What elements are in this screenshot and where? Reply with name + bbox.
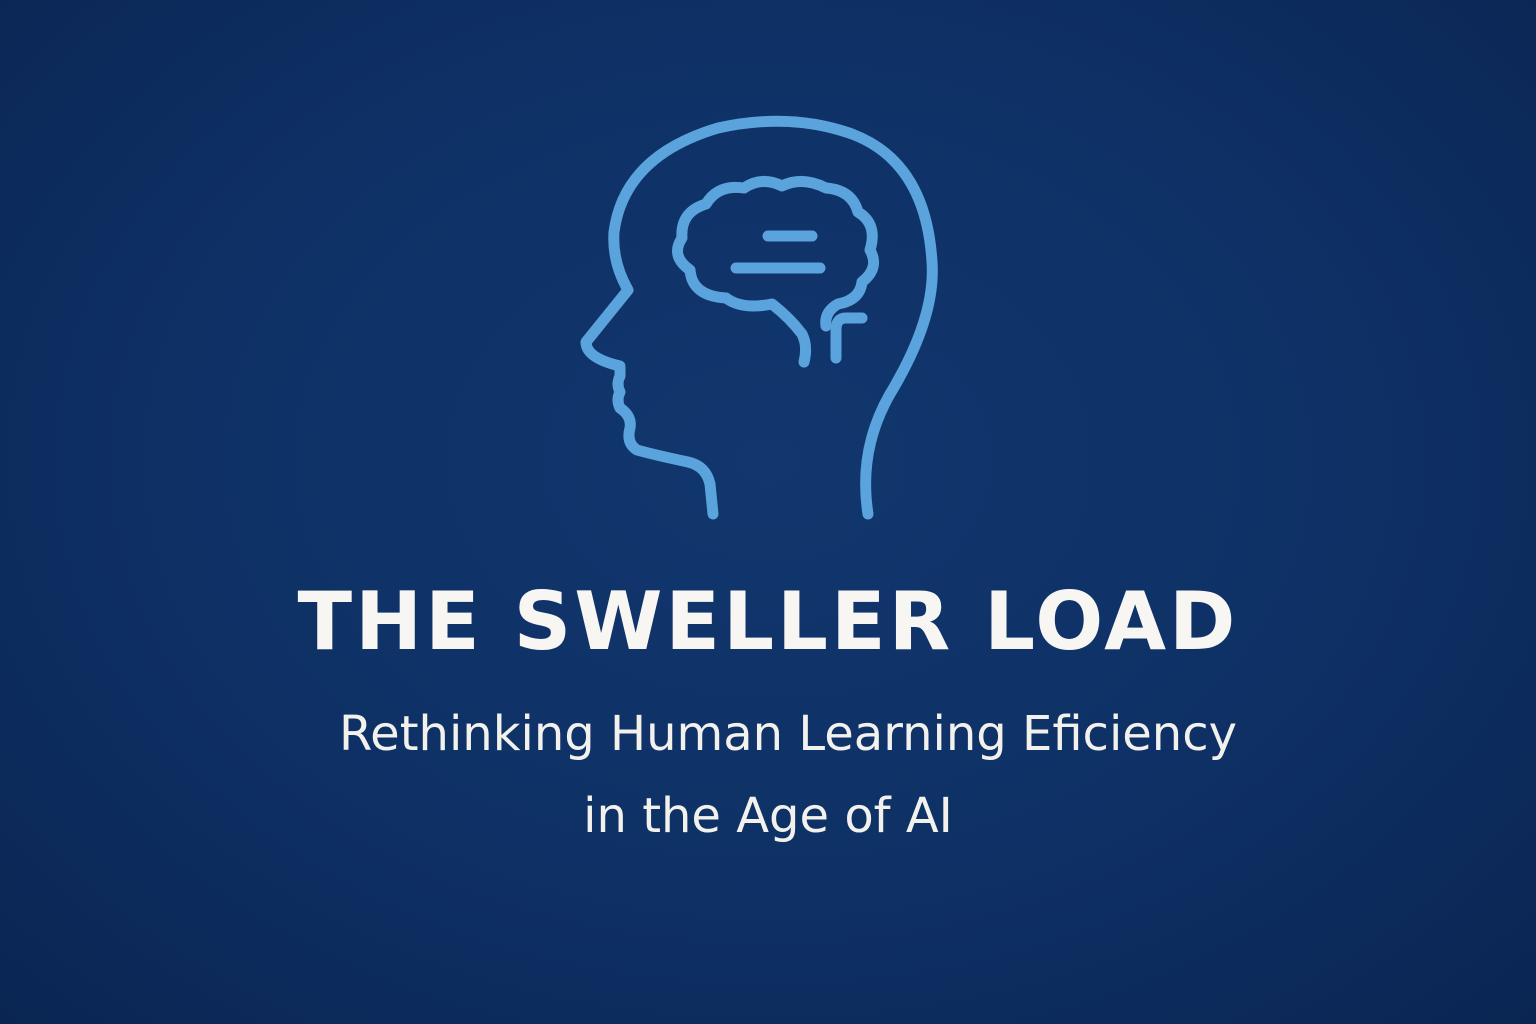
page-title: THE SWELLER LOAD — [297, 575, 1239, 668]
head-brain-icon — [560, 110, 960, 530]
subtitle-line-2: in the Age of AI — [583, 788, 953, 844]
subtitle-line-1: Rethinking Human Learning Eficiency — [338, 706, 1238, 762]
